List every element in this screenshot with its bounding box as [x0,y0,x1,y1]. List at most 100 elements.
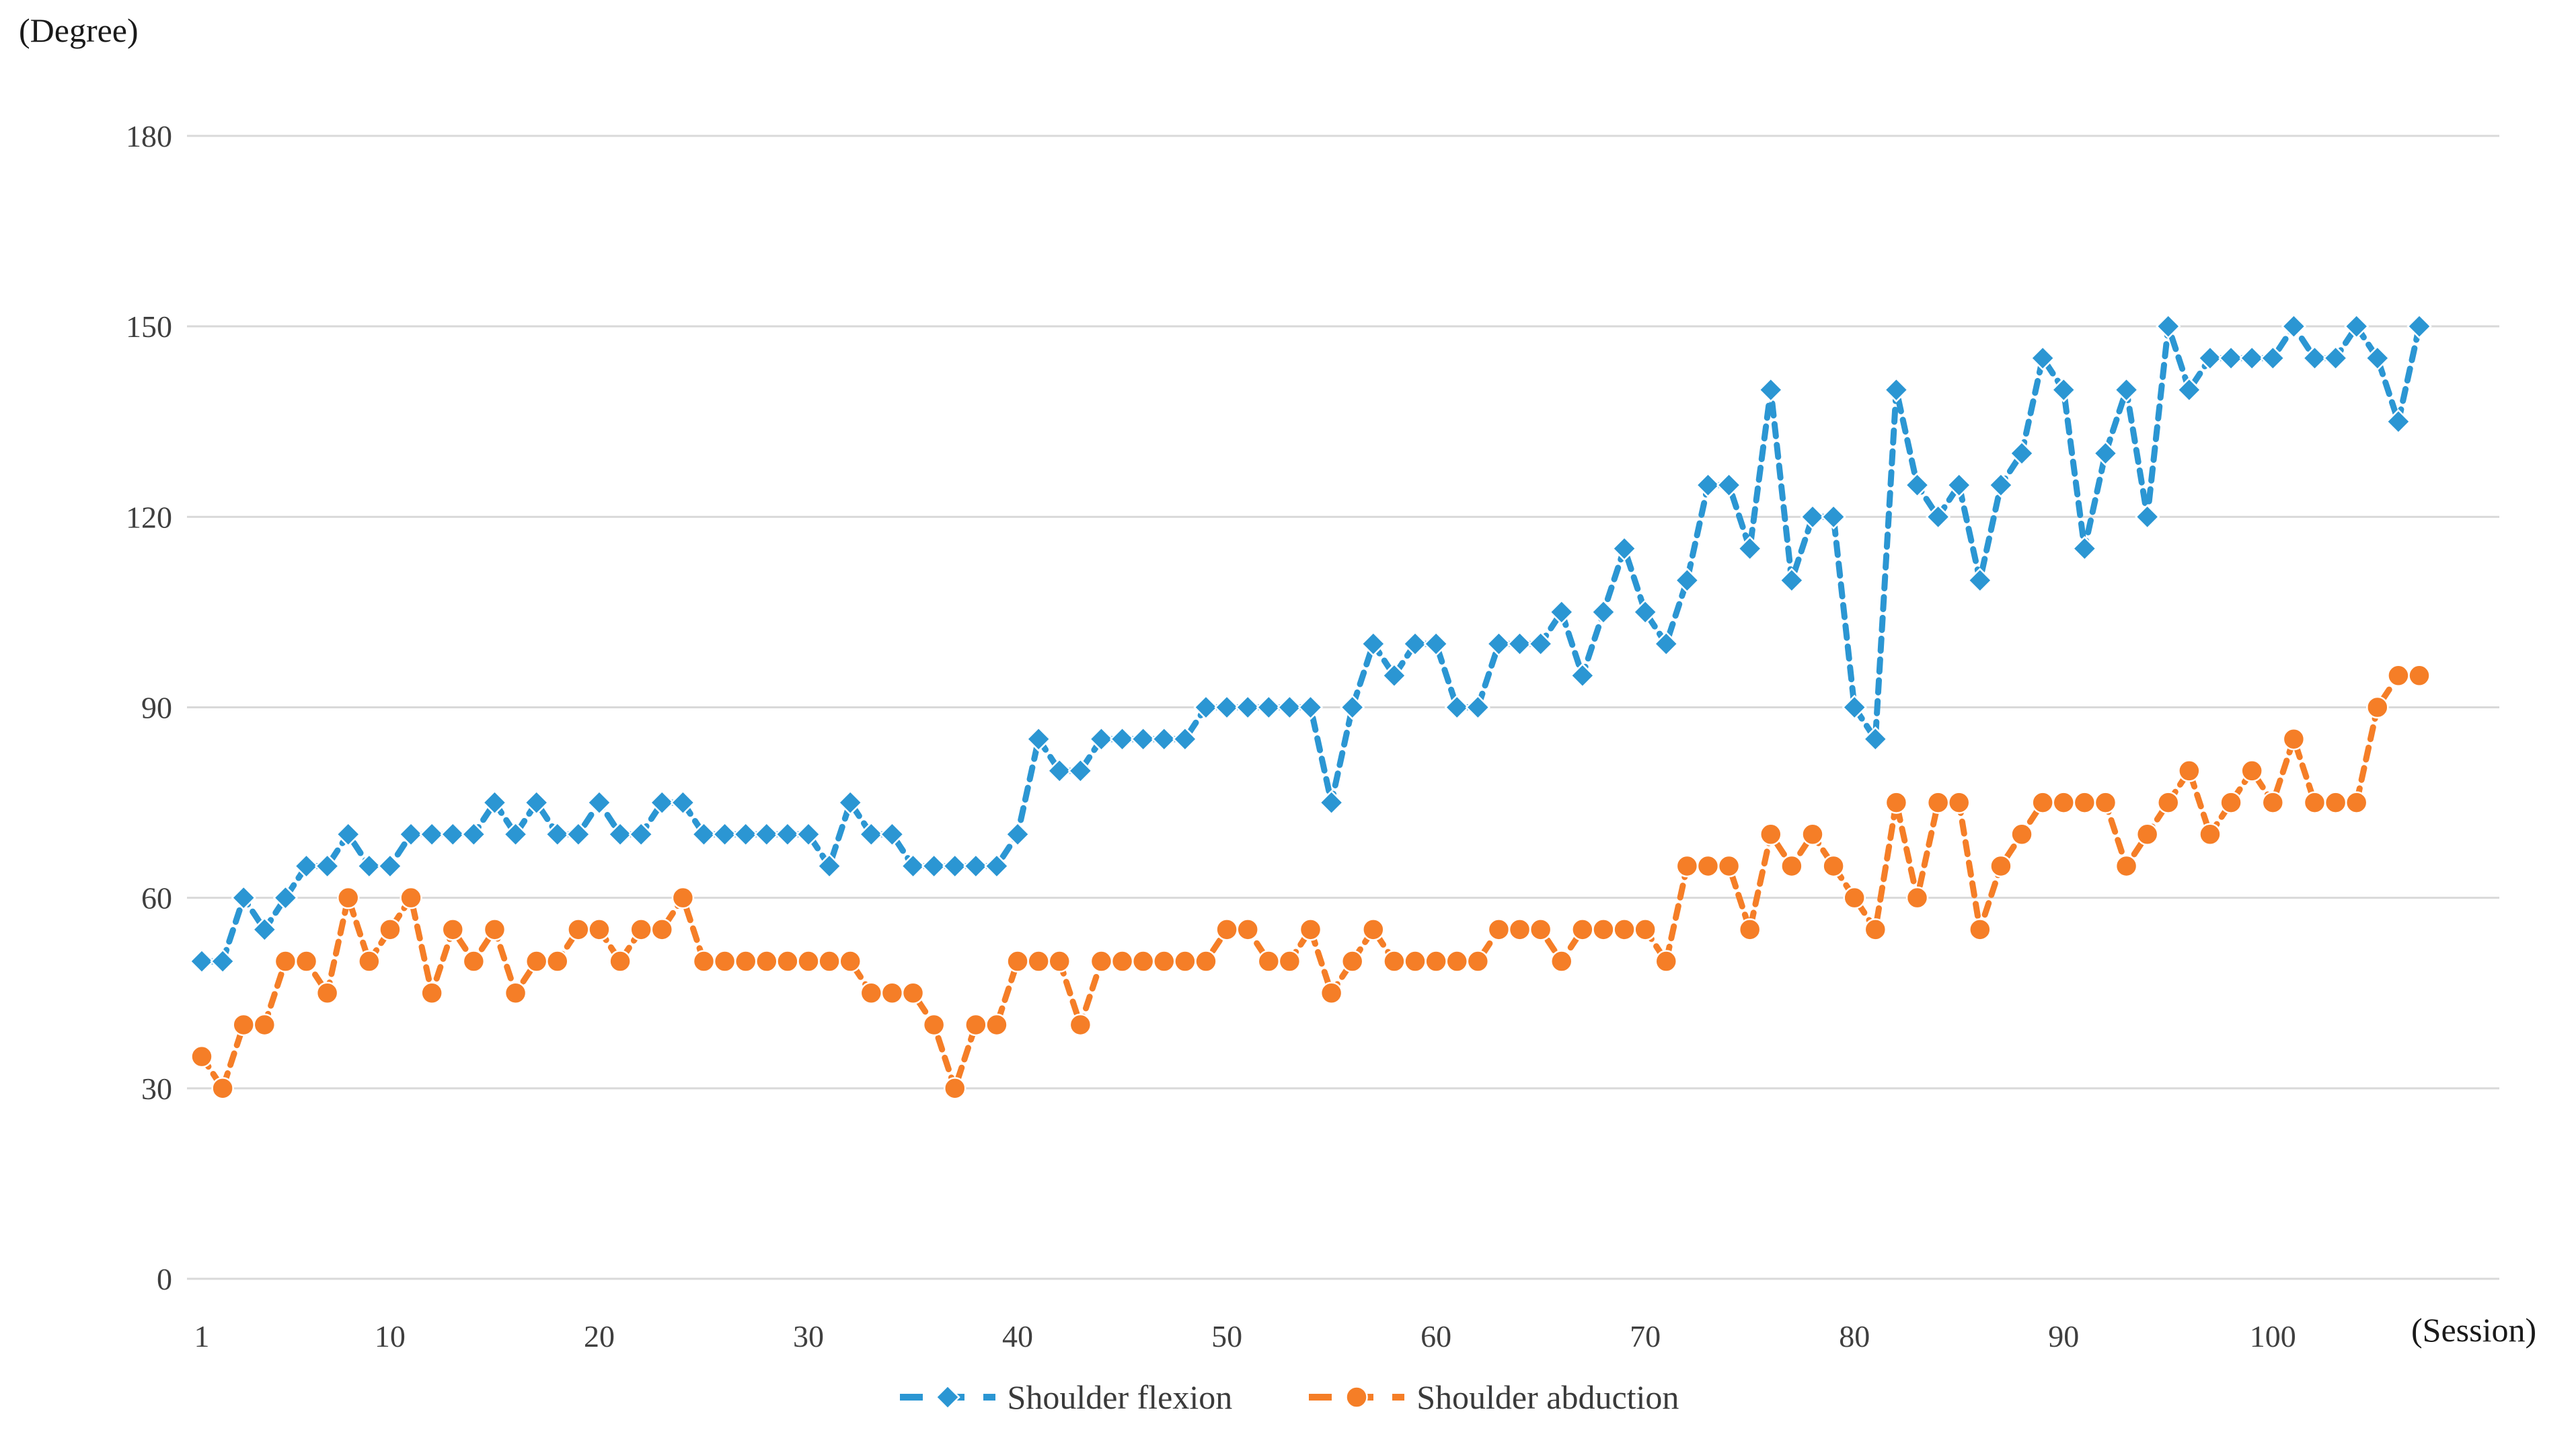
diamond-marker-icon [2113,377,2139,403]
diamond-marker-icon [482,790,508,815]
diamond-marker-icon [2218,345,2244,371]
circle-marker-icon [1445,950,1468,973]
circle-marker-icon [1947,791,1971,814]
diamond-marker-icon [2239,345,2265,371]
circle-marker-icon [1048,950,1071,973]
circle-marker-icon [1069,1013,1092,1037]
circle-marker-icon [1801,823,1824,846]
circle-marker-icon [1466,950,1490,973]
circle-marker-icon [1383,950,1406,973]
diamond-marker-icon [1444,694,1470,720]
diamond-marker-icon [1612,535,1637,562]
y-tick-label-90: 90 [141,691,172,725]
legend-label: Shoulder abduction [1416,1378,1679,1416]
circle-marker-icon [379,918,402,941]
circle-marker-icon [1195,950,1217,973]
x-tick-label-40: 40 [1002,1319,1033,1353]
circle-marker-icon [295,950,318,973]
x-tick-label-30: 30 [793,1319,824,1353]
legend-item-shoulder-flexion: Shoulder flexion [897,1378,1232,1417]
flexion-series-swatch-icon [899,1384,995,1410]
diamond-marker-icon [1381,663,1407,689]
diamond-marker-icon [210,948,235,974]
diamond-marker-icon [189,948,215,974]
diamond-marker-icon [440,821,466,848]
diamond-marker-icon [1277,694,1303,720]
diamond-marker-icon [2051,377,2077,403]
x-axis-unit-label: (Session) [2411,1311,2537,1349]
circle-marker-icon [1508,918,1531,941]
circle-marker-icon [2052,791,2075,814]
circle-marker-icon [2387,664,2410,687]
diamond-marker-icon [1862,726,1889,752]
circle-marker-icon [1738,918,1761,941]
circle-marker-icon [546,950,569,973]
circle-marker-icon [2240,759,2263,782]
diamond-marker-icon [1779,567,1805,593]
circle-marker-icon [797,950,820,973]
circle-marker-icon [1990,854,2012,878]
circle-marker-icon [1110,950,1134,973]
circle-marker-icon [2220,791,2242,814]
x-tick-label-100: 100 [2250,1319,2296,1353]
circle-marker-icon [922,1013,946,1037]
diamond-marker-icon [1904,472,1930,498]
diamond-marker-icon [2155,313,2181,339]
circle-marker-icon [1153,950,1176,973]
chart-legend: Shoulder flexion Shoulder abduction [0,1378,2576,1417]
series-line [198,672,2423,1098]
circle-marker-icon [1780,854,1803,878]
circle-marker-icon [1843,886,1866,909]
circle-marker-icon [336,886,360,909]
circle-marker-icon [358,950,381,973]
diamond-marker-icon [1758,377,1784,403]
diamond-marker-icon [2092,441,2119,466]
circle-marker-icon [1696,854,1720,878]
circle-marker-icon [211,1077,234,1100]
diamond-marker-icon [837,790,863,815]
circle-marker-icon [441,918,464,941]
circle-marker-icon [1236,918,1259,941]
diamond-marker-icon [356,853,382,879]
circle-marker-icon [2010,823,2033,846]
diamond-marker-icon [1235,694,1260,720]
circle-marker-icon [1215,918,1238,941]
circle-marker-icon [1404,950,1427,973]
circle-marker-icon [483,918,506,941]
circle-marker-icon [1299,918,1322,941]
diamond-marker-icon [1821,504,1846,530]
circle-marker-icon [190,1045,213,1068]
circle-marker-icon [1969,918,1992,941]
circle-marker-icon [609,950,632,973]
x-tick-label-1: 1 [194,1319,210,1353]
x-tick-label-90: 90 [2048,1319,2079,1353]
circle-marker-icon [420,981,443,1004]
circle-marker-icon [1675,854,1699,878]
circle-marker-icon [2324,791,2347,814]
circle-marker-icon [2094,791,2117,814]
circle-marker-icon [1320,981,1343,1004]
circle-marker-icon [1613,918,1636,941]
circle-marker-icon [1655,950,1678,973]
diamond-marker-icon [984,853,1010,879]
circle-marker-icon [567,918,590,941]
diamond-marker-icon [1570,663,1595,689]
diamond-marker-icon [628,821,654,848]
circle-marker-icon [943,1077,967,1100]
circle-marker-icon [2303,791,2326,814]
y-tick-label-150: 150 [126,309,172,344]
circle-marker-icon [1529,918,1552,941]
diamond-marker-icon [1297,694,1324,720]
circle-marker-icon [2135,823,2159,846]
diamond-marker-icon [1067,758,1094,784]
circle-marker-icon [1174,950,1197,973]
circle-marker-icon [1926,791,1950,814]
series-line [198,321,2423,965]
diamond-marker-icon [2134,504,2160,530]
circle-marker-icon [400,886,422,909]
circle-marker-icon [1592,918,1615,941]
diamond-marker-icon [2260,345,2286,371]
circle-marker-icon [901,981,925,1004]
diamond-marker-icon [377,853,403,879]
circle-marker-icon [2157,791,2180,814]
